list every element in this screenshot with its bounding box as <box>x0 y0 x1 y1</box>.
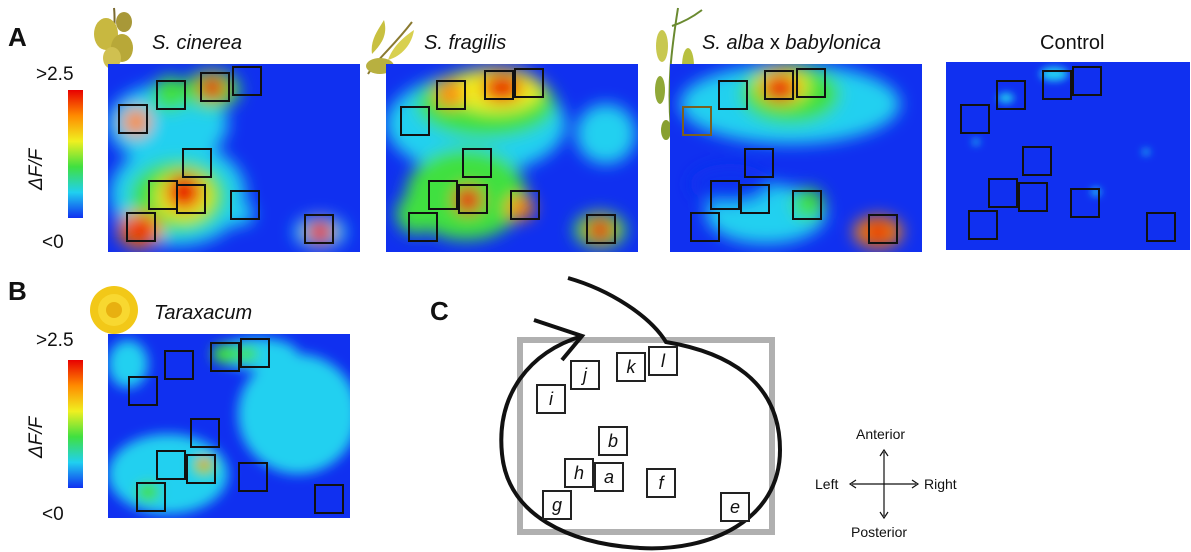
orientation-compass-icon <box>848 448 920 520</box>
roi-box <box>796 68 826 98</box>
scale-axis-label: ΔF/F <box>26 148 47 190</box>
roi-box <box>510 190 540 220</box>
roi-box <box>126 212 156 242</box>
roi-box <box>710 180 740 210</box>
roi-box <box>462 148 492 178</box>
olfactory-lobe-contour <box>499 276 783 551</box>
glomerulus-f: f <box>646 468 676 498</box>
roi-box <box>1042 70 1072 100</box>
roi-box <box>868 214 898 244</box>
roi-box <box>400 106 430 136</box>
roi-box <box>968 210 998 240</box>
glomerular-map-outline <box>499 276 783 551</box>
roi-box <box>186 454 216 484</box>
glomerulus-k: k <box>616 352 646 382</box>
glomerulus-l: l <box>648 346 678 376</box>
label-posterior: Posterior <box>851 524 908 540</box>
scale-top-label-b: >2.5 <box>36 330 74 351</box>
roi-box <box>764 70 794 100</box>
roi-box <box>118 104 148 134</box>
roi-box <box>458 184 488 214</box>
roi-box <box>514 68 544 98</box>
roi-box <box>960 104 990 134</box>
roi-box <box>128 376 158 406</box>
roi-box <box>304 214 334 244</box>
panel-letter-c: C <box>430 296 449 326</box>
label-anterior: Anterior <box>856 426 906 442</box>
glomerulus-h: h <box>564 458 594 488</box>
roi-box <box>232 66 262 96</box>
roi-box <box>156 450 186 480</box>
roi-box <box>484 70 514 100</box>
roi-box <box>988 178 1018 208</box>
heatmap-cinerea <box>108 64 360 252</box>
willow-catkin-cinerea-icon <box>94 7 133 75</box>
glomerulus-j: j <box>570 360 600 390</box>
title-alba-babylonica: S. alba x babylonica <box>702 32 882 54</box>
title-control: Control <box>1040 32 1105 54</box>
glomerulus-g: g <box>542 490 572 520</box>
roi-box <box>744 148 774 178</box>
glomerulus-b: b <box>598 426 628 456</box>
title-cinerea: S. cinerea <box>152 32 243 54</box>
roi-box <box>210 342 240 372</box>
colorbar-b <box>68 360 83 488</box>
title-taraxacum: Taraxacum <box>154 302 253 324</box>
roi-box <box>240 338 270 368</box>
heatmap-taraxacum <box>108 334 350 518</box>
roi-box <box>176 184 206 214</box>
roi-box <box>164 350 194 380</box>
roi-box <box>690 212 720 242</box>
title-fragilis: S. fragilis <box>424 32 507 54</box>
roi-box <box>436 80 466 110</box>
glomerulus-a: a <box>594 462 624 492</box>
scale-bottom-label: <0 <box>42 232 64 253</box>
roi-box <box>136 482 166 512</box>
roi-box <box>182 148 212 178</box>
glomerulus-i: i <box>536 384 566 414</box>
roi-box <box>1072 66 1102 96</box>
panel-letter-a: A <box>8 22 27 52</box>
label-right: Right <box>924 476 957 492</box>
glomerulus-e: e <box>720 492 750 522</box>
roi-box <box>586 214 616 244</box>
roi-box <box>148 180 178 210</box>
roi-box <box>190 418 220 448</box>
roi-box <box>238 462 268 492</box>
colorbar <box>68 90 83 218</box>
roi-box <box>156 80 186 110</box>
roi-box <box>718 80 748 110</box>
dandelion-icon <box>90 286 138 334</box>
roi-box <box>408 212 438 242</box>
roi-box <box>682 106 712 136</box>
roi-box <box>1022 146 1052 176</box>
panel-letter-b: B <box>8 276 27 306</box>
scale-top-label: >2.5 <box>36 64 74 85</box>
scale-axis-label-b: ΔF/F <box>26 416 47 458</box>
scale-bottom-label-b: <0 <box>42 504 64 525</box>
roi-box <box>200 72 230 102</box>
roi-box <box>1018 182 1048 212</box>
roi-box <box>1146 212 1176 242</box>
arrowhead-icon <box>533 318 586 362</box>
heatmap-control <box>946 62 1190 250</box>
roi-box <box>1070 188 1100 218</box>
label-left: Left <box>815 476 839 492</box>
roi-box <box>996 80 1026 110</box>
roi-box <box>314 484 344 514</box>
roi-box <box>230 190 260 220</box>
roi-box <box>792 190 822 220</box>
roi-box <box>428 180 458 210</box>
roi-box <box>740 184 770 214</box>
